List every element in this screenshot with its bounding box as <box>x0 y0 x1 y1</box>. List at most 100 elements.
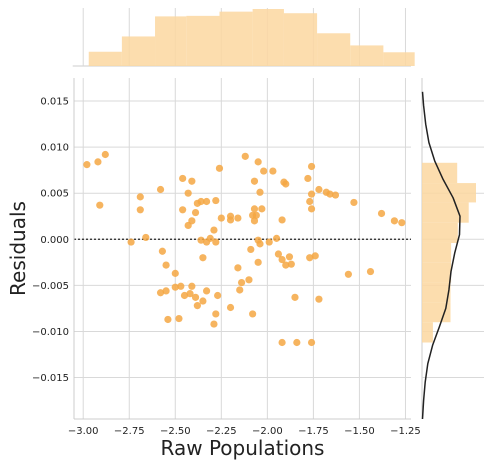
scatter-point <box>252 211 260 219</box>
y-tick-label: −0.005 <box>32 281 69 292</box>
scatter-point <box>96 201 104 209</box>
y-hist-bar <box>422 242 452 263</box>
scatter-point <box>215 164 224 172</box>
scatter-point <box>188 177 196 185</box>
x-tick-label: −2.00 <box>252 426 283 437</box>
y-hist-bar <box>422 282 451 303</box>
scatter-point <box>212 310 220 318</box>
scatter-point <box>236 286 244 294</box>
scatter-point <box>206 234 214 242</box>
scatter-point <box>278 255 286 264</box>
scatter-point <box>260 167 268 175</box>
scatter-point <box>193 302 201 310</box>
scatter-point <box>278 216 286 224</box>
scatter-point <box>304 174 312 183</box>
x-tick-label: −2.25 <box>206 426 237 437</box>
x-hist-bar <box>219 11 253 66</box>
scatter-point <box>162 287 170 295</box>
scatter-point <box>234 264 242 272</box>
x-tick-label: −3.00 <box>68 426 99 437</box>
plot-background <box>74 78 411 419</box>
scatter-point <box>258 205 266 213</box>
kde-curve <box>421 91 461 420</box>
scatter-point <box>344 270 352 278</box>
scatter-point <box>241 152 249 160</box>
scatter-point <box>315 295 323 303</box>
scatter-point <box>278 338 286 347</box>
scatter-point <box>179 174 187 183</box>
main-scatter-panel: −3.00 −2.75 −2.50 −2.25 −2.00 −1.75 −1.50 −1.25… <box>32 78 421 437</box>
scatter-point <box>282 180 290 188</box>
x-hist-bar <box>121 36 156 66</box>
scatter-point <box>250 205 259 213</box>
scatter-point <box>179 206 187 214</box>
scatter-point <box>197 236 205 244</box>
scatter-point <box>214 291 222 300</box>
scatter-point <box>175 314 183 323</box>
scatter-point <box>94 158 102 166</box>
scatter-point <box>285 253 294 261</box>
scatter-point <box>136 193 144 201</box>
scatter-point <box>156 289 165 297</box>
scatter-point <box>390 217 399 225</box>
scatter-point <box>287 260 295 268</box>
x-tick-label: −1.75 <box>298 426 329 437</box>
y-axis-title: Residuals <box>6 201 30 296</box>
scatter-point <box>307 205 316 213</box>
scatter-point <box>250 177 259 185</box>
scatter-point <box>311 252 319 260</box>
scatter-point <box>306 254 314 262</box>
scatter-point <box>226 303 235 312</box>
scatter-point <box>307 338 316 347</box>
y-tick-label: −0.015 <box>32 373 69 384</box>
y-hist-bar <box>422 262 452 283</box>
scatter-point <box>210 320 218 328</box>
scatter-point <box>136 206 144 214</box>
x-tick-labels: −3.00 −2.75 −2.50 −2.25 −2.00 −1.75 −1.50 −1.25 <box>68 426 421 437</box>
scatter-point <box>234 214 242 222</box>
y-tick-labels: −0.015 −0.010 −0.005 0.000 0.005 0.010 0.015 <box>32 97 69 384</box>
x-tick-label: −1.25 <box>390 426 421 437</box>
scatter-point <box>249 310 257 318</box>
scatter-point <box>202 287 211 295</box>
x-hist-bar <box>252 9 284 66</box>
marginal-x-histogram <box>72 8 415 67</box>
x-hist-bar <box>88 51 122 66</box>
scatter-point <box>245 276 253 284</box>
axis-spines <box>73 78 411 420</box>
scatter-point <box>199 254 207 262</box>
x-hist-bar <box>186 15 220 66</box>
y-tick-label: −0.010 <box>32 327 69 338</box>
scatter-point <box>254 236 262 244</box>
scatter-point <box>199 297 207 305</box>
scatter-point <box>265 238 273 246</box>
scatter-point <box>250 217 259 225</box>
scatter-point <box>331 191 340 199</box>
marginal-y-histogram <box>421 78 484 420</box>
scatter-point <box>188 217 196 225</box>
scatter-point <box>164 315 172 324</box>
scatter-point <box>202 197 211 206</box>
scatter-point <box>350 198 358 207</box>
scatter-point <box>282 261 290 269</box>
scatter-point <box>188 282 196 290</box>
scatter-point <box>186 290 194 298</box>
y-tick-label: 0.005 <box>40 189 69 200</box>
x-axis-title: Raw Populations <box>161 436 325 460</box>
x-hist-bar <box>155 16 187 66</box>
x-tick-label: −2.50 <box>160 426 191 437</box>
scatter-point <box>291 293 299 301</box>
scatter-point <box>366 267 375 276</box>
scatter-point <box>162 261 170 269</box>
scatter-point <box>326 190 334 198</box>
scatter-point <box>254 258 262 266</box>
scatter-point <box>274 250 283 258</box>
scatter-point <box>191 293 200 301</box>
scatter-point <box>156 185 165 194</box>
scatter-point <box>171 269 179 277</box>
scatter-point <box>377 209 386 218</box>
scatter-point <box>127 238 135 246</box>
scatter-point <box>256 188 264 196</box>
scatter-point <box>307 190 316 198</box>
